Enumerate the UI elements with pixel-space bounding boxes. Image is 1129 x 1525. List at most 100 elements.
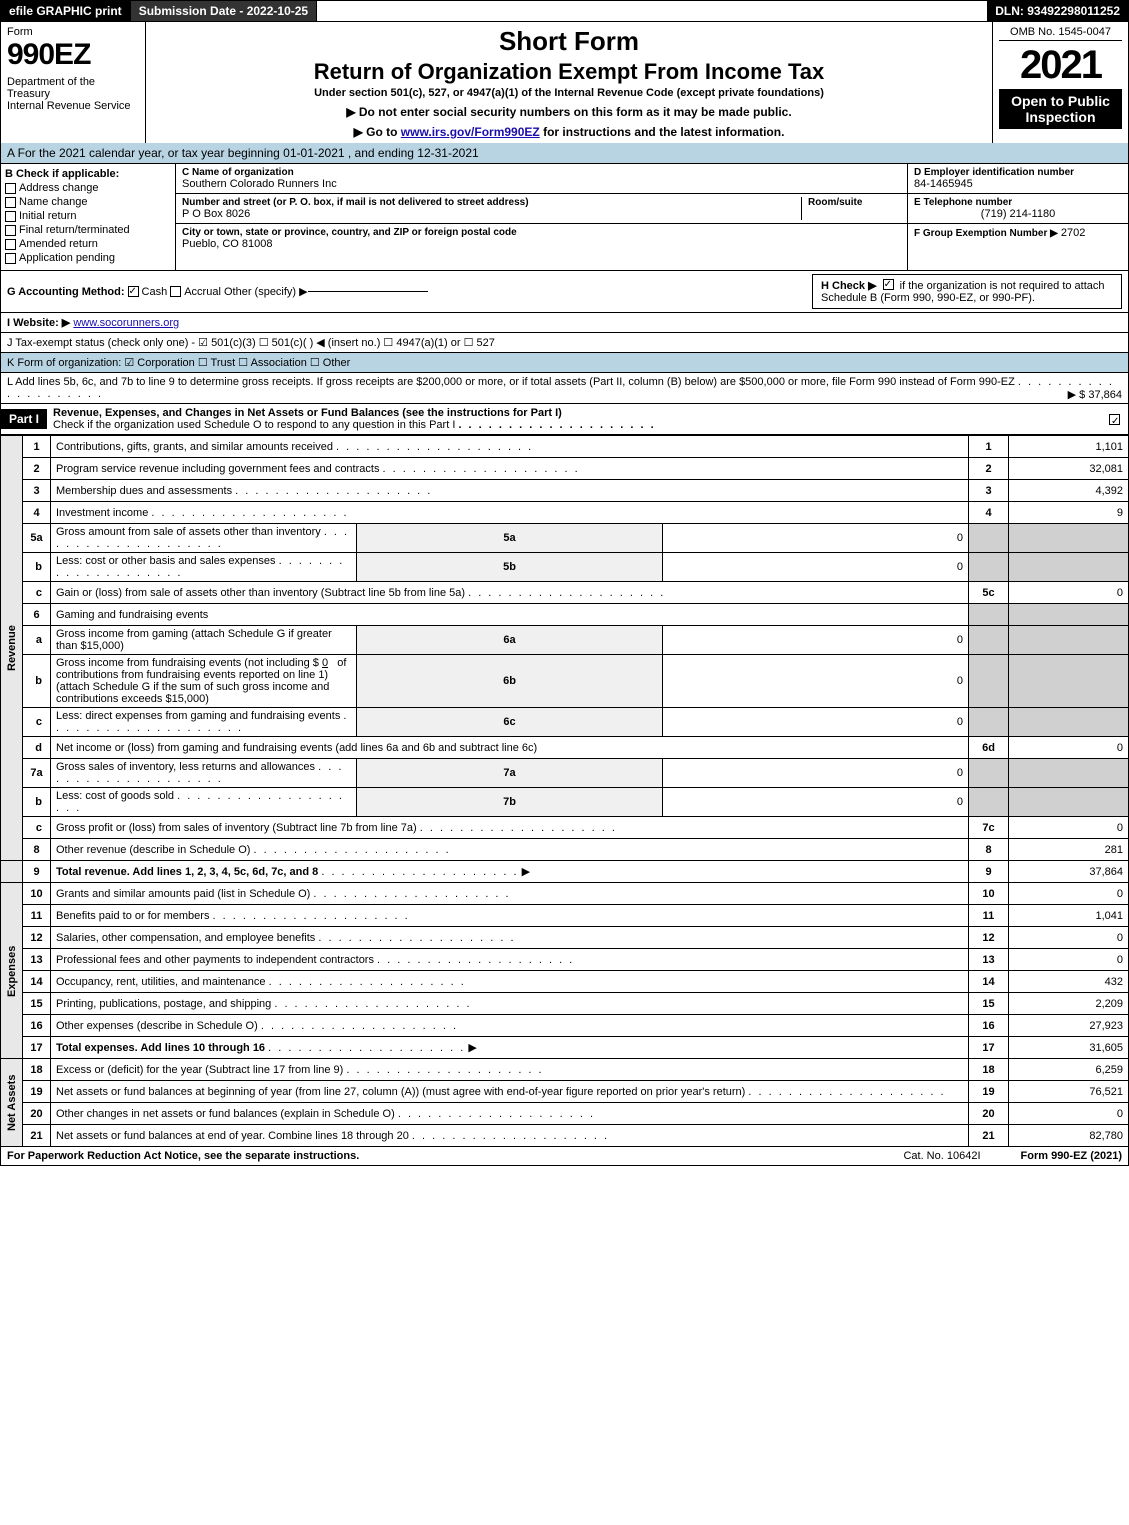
l17-val: 31,605 <box>1009 1037 1129 1059</box>
cb-address-change[interactable]: Address change <box>5 182 171 194</box>
l16-val: 27,923 <box>1009 1015 1129 1037</box>
l-text: L Add lines 5b, 6c, and 7b to line 9 to … <box>7 376 1015 388</box>
street: P O Box 8026 <box>182 208 801 220</box>
part1-title: Revenue, Expenses, and Changes in Net As… <box>47 404 1109 434</box>
l19-val: 76,521 <box>1009 1081 1129 1103</box>
room-label: Room/suite <box>808 197 901 208</box>
group-exempt-row: F Group Exemption Number ▶ 2702 <box>908 224 1128 242</box>
l-val: ▶ $ 37,864 <box>1068 388 1122 401</box>
instruction-2: ▶ Go to www.irs.gov/Form990EZ for instru… <box>152 125 986 139</box>
h-checkbox[interactable] <box>883 279 894 290</box>
l10-val: 0 <box>1009 883 1129 905</box>
section-def: D Employer identification number 84-1465… <box>908 164 1128 270</box>
l1-val: 1,101 <box>1009 436 1129 458</box>
other-specify-blank[interactable] <box>308 291 428 292</box>
cash-label: Cash <box>142 286 168 298</box>
section-bcd: B Check if applicable: Address change Na… <box>0 164 1129 271</box>
form-header: Form 990EZ Department of the Treasury In… <box>0 22 1129 143</box>
l3-val: 4,392 <box>1009 480 1129 502</box>
under-section: Under section 501(c), 527, or 4947(a)(1)… <box>152 87 986 99</box>
l8-val: 281 <box>1009 839 1129 861</box>
section-c: C Name of organization Southern Colorado… <box>176 164 908 270</box>
efile-label[interactable]: efile GRAPHIC print <box>1 1 131 21</box>
cb-amended-return[interactable]: Amended return <box>5 238 171 250</box>
line-k: K Form of organization: ☑ Corporation ☐ … <box>0 353 1129 373</box>
l13-val: 0 <box>1009 949 1129 971</box>
cash-checkbox[interactable] <box>128 286 139 297</box>
phone: (719) 214-1180 <box>914 208 1122 220</box>
l2-val: 32,081 <box>1009 458 1129 480</box>
open-to-public: Open to Public Inspection <box>999 89 1122 129</box>
website-link[interactable]: www.socorunners.org <box>73 317 179 329</box>
instr2-post: for instructions and the latest informat… <box>540 125 785 139</box>
name-label: C Name of organization <box>182 167 901 178</box>
form-title: Return of Organization Exempt From Incom… <box>152 59 986 85</box>
irs-link[interactable]: www.irs.gov/Form990EZ <box>401 125 540 139</box>
l7a-val: 0 <box>663 759 969 788</box>
l12-val: 0 <box>1009 927 1129 949</box>
group-val: 2702 <box>1061 227 1085 239</box>
form-word: Form <box>7 26 139 38</box>
cat-no: Cat. No. 10642I <box>903 1150 980 1162</box>
h-label: H Check ▶ <box>821 280 877 292</box>
group-label: F Group Exemption Number ▶ <box>914 228 1058 239</box>
expenses-sidebar: Expenses <box>1 883 23 1059</box>
ein-label: D Employer identification number <box>914 167 1122 178</box>
l6c-val: 0 <box>663 708 969 737</box>
section-b-label: B Check if applicable: <box>5 168 171 180</box>
line-a: A For the 2021 calendar year, or tax yea… <box>0 143 1129 164</box>
part1-table: Revenue 1 Contributions, gifts, grants, … <box>0 435 1129 1147</box>
cb-name-change[interactable]: Name change <box>5 196 171 208</box>
top-bar: efile GRAPHIC print Submission Date - 20… <box>0 0 1129 22</box>
tax-year: 2021 <box>999 45 1122 85</box>
cb-application-pending[interactable]: Application pending <box>5 252 171 264</box>
phone-row: E Telephone number (719) 214-1180 <box>908 194 1128 224</box>
city: Pueblo, CO 81008 <box>182 238 901 250</box>
l11-val: 1,041 <box>1009 905 1129 927</box>
dln: DLN: 93492298011252 <box>987 1 1128 21</box>
section-b: B Check if applicable: Address change Na… <box>1 164 176 270</box>
street-label: Number and street (or P. O. box, if mail… <box>182 197 801 208</box>
accrual-label: Accrual <box>184 286 221 298</box>
city-label: City or town, state or province, country… <box>182 227 901 238</box>
org-name-row: C Name of organization Southern Colorado… <box>176 164 907 194</box>
i-label: I Website: ▶ <box>7 317 70 329</box>
instr2-pre: ▶ Go to <box>354 125 401 139</box>
l14-val: 432 <box>1009 971 1129 993</box>
form-number: 990EZ <box>7 38 139 72</box>
revenue-sidebar: Revenue <box>1 436 23 861</box>
footer: For Paperwork Reduction Act Notice, see … <box>0 1147 1129 1166</box>
cb-final-return[interactable]: Final return/terminated <box>5 224 171 236</box>
h-box: H Check ▶ if the organization is not req… <box>812 274 1122 309</box>
cb-initial-return[interactable]: Initial return <box>5 210 171 222</box>
header-right: OMB No. 1545-0047 2021 Open to Public In… <box>993 22 1128 143</box>
line-i: I Website: ▶ www.socorunners.org <box>0 313 1129 333</box>
l18-val: 6,259 <box>1009 1059 1129 1081</box>
other-label: Other (specify) ▶ <box>224 285 308 298</box>
part1-dots <box>458 419 655 431</box>
l6d-val: 0 <box>1009 737 1129 759</box>
part1-label: Part I <box>1 409 47 429</box>
header-left: Form 990EZ Department of the Treasury In… <box>1 22 146 143</box>
l15-val: 2,209 <box>1009 993 1129 1015</box>
form-ref: Form 990-EZ (2021) <box>1021 1150 1122 1162</box>
part1-sub: Check if the organization used Schedule … <box>53 419 455 431</box>
part1-checkbox[interactable] <box>1109 414 1120 425</box>
l5c-val: 0 <box>1009 582 1129 604</box>
omb-number: OMB No. 1545-0047 <box>999 26 1122 41</box>
accrual-checkbox[interactable] <box>170 286 181 297</box>
line-l: L Add lines 5b, 6c, and 7b to line 9 to … <box>0 373 1129 404</box>
instruction-1: ▶ Do not enter social security numbers o… <box>152 105 986 119</box>
g-label: G Accounting Method: <box>7 286 125 298</box>
paperwork-notice: For Paperwork Reduction Act Notice, see … <box>7 1150 359 1162</box>
l4-val: 9 <box>1009 502 1129 524</box>
l6a-val: 0 <box>663 626 969 655</box>
netassets-sidebar: Net Assets <box>1 1059 23 1147</box>
department: Department of the Treasury Internal Reve… <box>7 76 139 112</box>
l6b-val: 0 <box>663 655 969 708</box>
header-center: Short Form Return of Organization Exempt… <box>146 22 993 143</box>
short-form-label: Short Form <box>152 26 986 57</box>
submission-date: Submission Date - 2022-10-25 <box>131 1 317 21</box>
part1-header: Part I Revenue, Expenses, and Changes in… <box>0 404 1129 435</box>
l5a-val: 0 <box>663 524 969 553</box>
